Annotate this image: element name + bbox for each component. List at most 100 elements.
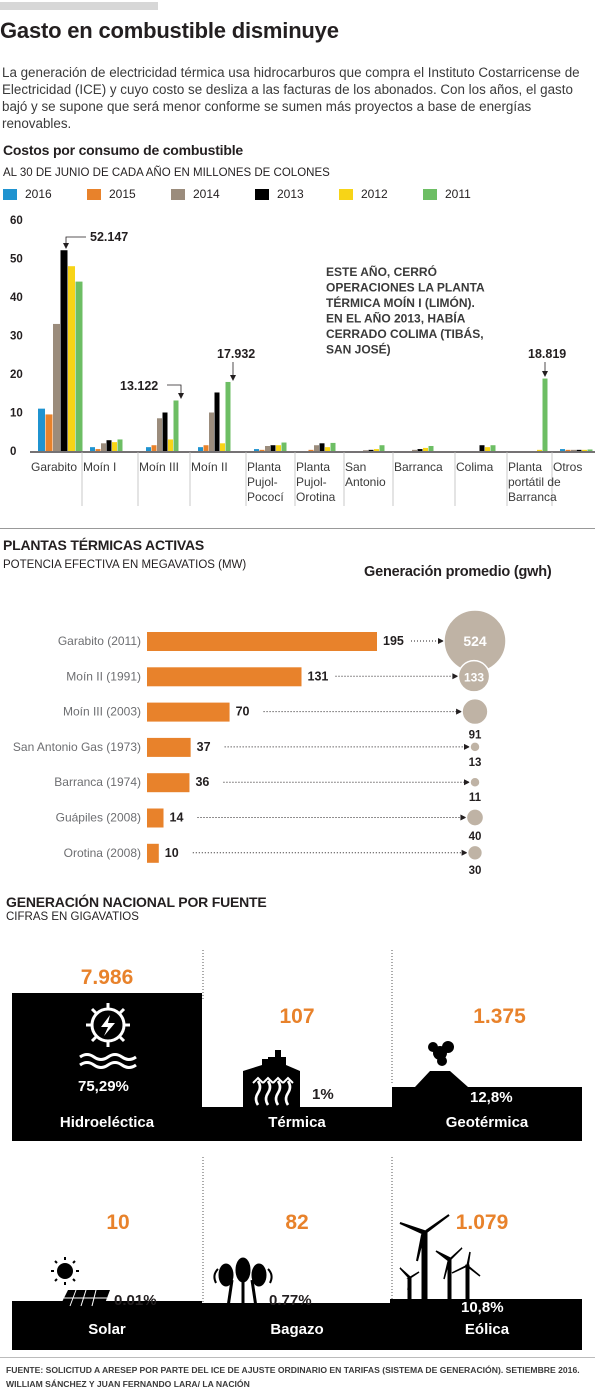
plant-label: Garabito (2011) xyxy=(58,634,141,648)
bar-2011-7 xyxy=(428,445,434,451)
legend-swatch xyxy=(171,188,185,200)
plant-value-label: 131 xyxy=(308,669,329,683)
hydro-label: Hidroeléctica xyxy=(59,1114,155,1131)
category-label: Pujol- xyxy=(247,475,278,489)
bar-2016-10 xyxy=(560,449,565,451)
plant-bar-5 xyxy=(147,808,164,828)
solar-panel-icon xyxy=(51,1257,110,1307)
bar-2013-2 xyxy=(162,412,168,451)
plant-value-label: 14 xyxy=(170,811,184,825)
legend-label: 2014 xyxy=(193,187,220,201)
legend-swatch xyxy=(423,188,437,200)
bar-2014-0 xyxy=(53,323,60,451)
generation-label: 11 xyxy=(469,792,482,804)
footer-source: FUENTE: SOLICITUD A ARESEP POR PARTE DEL… xyxy=(6,1365,580,1375)
bar-2015-1 xyxy=(95,449,101,451)
category-label: Colima xyxy=(456,460,494,474)
category-label: Moín III xyxy=(139,460,179,474)
legend-item-2015: 2015 xyxy=(87,187,171,201)
bar-2011-2 xyxy=(173,400,179,451)
category-label: Pococí xyxy=(247,490,284,504)
bar-2011-5 xyxy=(330,442,336,451)
bar-2012-6 xyxy=(374,449,379,451)
legend-item-2012: 2012 xyxy=(339,187,423,201)
leader-arrow xyxy=(456,708,463,715)
category-label: portátil de xyxy=(508,475,561,489)
bar-2015-10 xyxy=(565,449,571,451)
bar-2013-3 xyxy=(214,392,220,451)
y-tick-label: 30 xyxy=(10,331,23,343)
section-divider xyxy=(0,528,595,529)
bar-2013-10 xyxy=(576,449,582,451)
section2-title: PLANTAS TÉRMICAS ACTIVAS xyxy=(3,537,205,553)
callout-13122: 13.122 xyxy=(120,379,158,393)
footer-credits: WILLIAM SÁNCHEZ Y JUAN FERNANDO LARA/ LA… xyxy=(6,1379,250,1389)
generation-bubble-4 xyxy=(469,776,481,788)
bar-2014-2 xyxy=(157,418,162,451)
category-label: Planta xyxy=(508,460,542,474)
bar-2012-2 xyxy=(168,439,173,451)
bar-2011-10 xyxy=(587,449,593,451)
chart-annotation: OPERACIONES LA PLANTA xyxy=(326,281,485,295)
footer-divider xyxy=(0,1357,595,1358)
thermal-block xyxy=(202,1107,392,1141)
legend-swatch xyxy=(255,188,269,200)
category-label: Barranca xyxy=(508,490,557,504)
generation-bubble-2 xyxy=(461,697,489,726)
category-label: Orotina xyxy=(296,490,336,504)
plant-value-label: 36 xyxy=(195,775,209,789)
page-title: Gasto en combustible disminuye xyxy=(0,18,339,43)
chart1-legend: 2016 2015 2014 2013 2012 2011 xyxy=(3,187,507,201)
category-label: Planta xyxy=(296,460,330,474)
legend-label: 2012 xyxy=(361,187,388,201)
bar-2012-4 xyxy=(276,445,281,451)
bar-2011-1 xyxy=(117,439,123,451)
generation-label: 524 xyxy=(463,633,487,649)
bar-2011-4 xyxy=(281,442,287,451)
generation-average-title: Generación promedio (gwh) xyxy=(364,564,552,580)
thermal-pct: 1% xyxy=(312,1086,334,1103)
plant-label: Orotina (2008) xyxy=(64,846,141,860)
callout-line xyxy=(167,384,182,395)
bar-2011-6 xyxy=(379,445,385,451)
chart-annotation: CERRADO COLIMA (TIBÁS, xyxy=(326,326,484,341)
bar-2012-3 xyxy=(220,443,225,451)
category-label: Moín II xyxy=(191,460,228,474)
geothermal-label: Geotérmica xyxy=(445,1114,529,1131)
bagazo-pct: 0.77% xyxy=(269,1292,312,1309)
callout-arrow xyxy=(230,375,236,381)
bar-2015-3 xyxy=(203,445,209,451)
y-tick-label: 50 xyxy=(10,254,23,266)
generation-label: 13 xyxy=(469,757,482,769)
thermal-value: 107 xyxy=(279,1005,315,1028)
solar-value: 10 xyxy=(106,1211,130,1234)
legend-label: 2016 xyxy=(25,187,52,201)
section1-subtitle: AL 30 DE JUNIO DE CADA AÑO EN MILLONES D… xyxy=(3,167,330,179)
legend-swatch xyxy=(87,188,101,200)
plant-value-label: 195 xyxy=(383,634,404,648)
geothermal-value: 1.375 xyxy=(473,1005,526,1028)
plant-bar-1 xyxy=(147,667,302,687)
generation-bubble-1 xyxy=(457,659,491,693)
bar-2012-7 xyxy=(423,447,428,451)
bar-2016-0 xyxy=(38,408,45,451)
chart-annotation: TÉRMICA MOÍN I (LIMÓN). xyxy=(326,295,475,310)
category-label: Planta xyxy=(247,460,281,474)
plant-label: Barranca (1974) xyxy=(54,775,141,789)
row2-band xyxy=(12,1308,582,1350)
legend-item-2016: 2016 xyxy=(3,187,87,201)
legend-item-2011: 2011 xyxy=(423,187,507,201)
generation-label: 30 xyxy=(469,865,482,877)
plant-value-label: 70 xyxy=(236,705,250,719)
legend-label: 2013 xyxy=(277,187,304,201)
bar-2013-8 xyxy=(479,445,485,451)
plant-label: San Antonio Gas (1973) xyxy=(13,740,141,754)
leader-arrow xyxy=(460,814,467,821)
category-label: Antonio xyxy=(345,475,386,489)
sugarcane-icon xyxy=(213,1257,273,1308)
bar-2014-5 xyxy=(314,445,319,451)
y-tick-label: 10 xyxy=(10,408,23,420)
legend-item-2014: 2014 xyxy=(171,187,255,201)
bar-2014-10 xyxy=(571,449,576,451)
chart-annotation: EN EL AÑO 2013, HABÍA xyxy=(326,311,466,326)
